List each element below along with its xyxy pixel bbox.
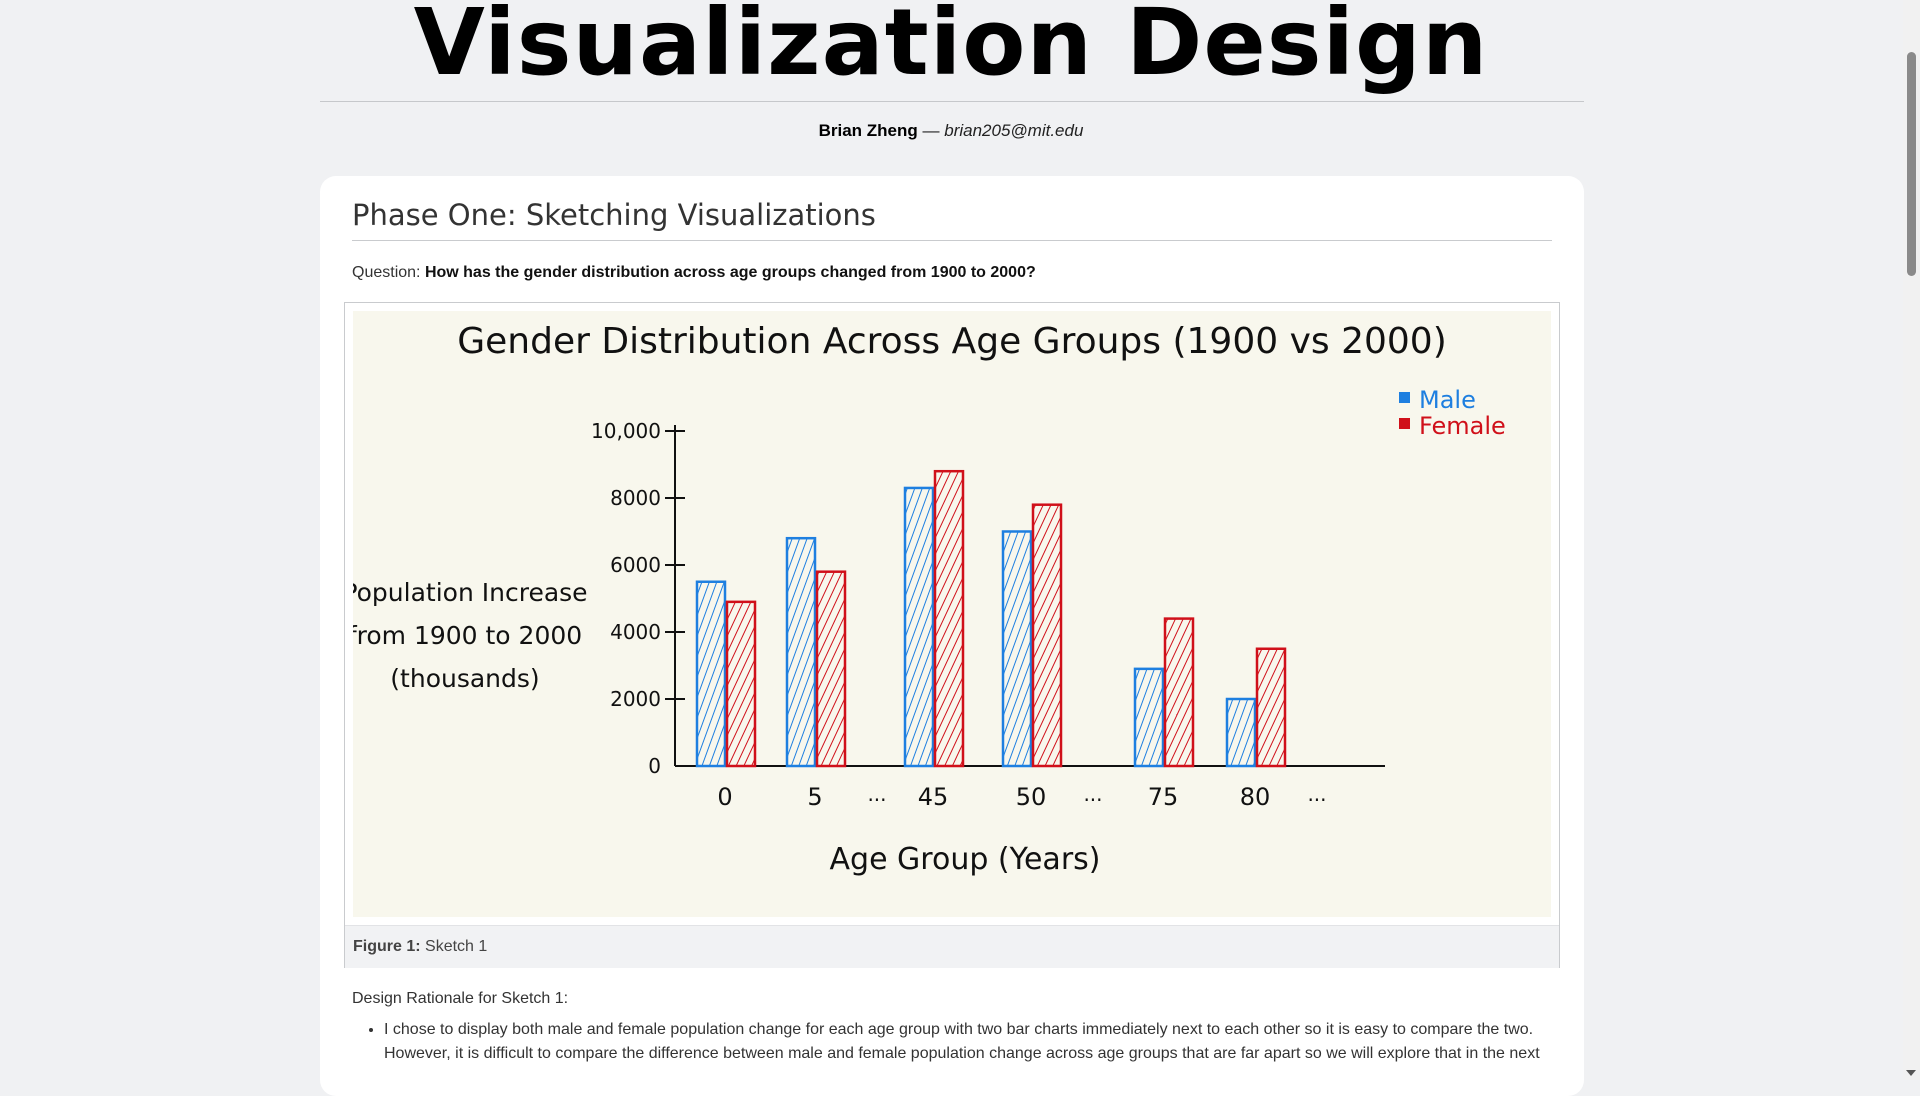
x-ellipsis: ... [1083, 782, 1102, 806]
figure-caption: Figure 1: Sketch 1 [345, 925, 1559, 968]
x-tick-label: 45 [918, 783, 949, 811]
scrollbar-thumb[interactable] [1907, 52, 1916, 276]
x-tick-label: 75 [1148, 783, 1179, 811]
bar-female [1163, 617, 1195, 768]
bar-female [815, 570, 847, 768]
rationale-item: I chose to display both male and female … [384, 1018, 1574, 1066]
content-card: Phase One: Sketching Visualizations Ques… [320, 176, 1584, 1096]
section-heading: Phase One: Sketching Visualizations [352, 198, 1552, 241]
question-text: How has the gender distribution across a… [424, 264, 1036, 281]
legend-label-female: Female [1419, 412, 1506, 440]
x-tick-label: 0 [717, 783, 732, 811]
title-divider [320, 101, 1584, 102]
y-tick-label: 0 [648, 754, 661, 778]
question: Question: How has the gender distributio… [352, 264, 1036, 282]
legend-label-male: Male [1419, 386, 1476, 414]
x-ellipsis: ... [867, 782, 886, 806]
bar-chart-sketch: Gender Distribution Across Age Groups (1… [353, 321, 1506, 877]
x-ellipsis: ... [1307, 782, 1326, 806]
x-tick-label: 5 [807, 783, 822, 811]
figure-1: Gender Distribution Across Age Groups (1… [344, 302, 1560, 968]
y-tick-label: 10,000 [591, 419, 661, 443]
rationale-title: Design Rationale for Sketch 1: [352, 990, 569, 1007]
y-tick-label: 2000 [610, 687, 661, 711]
figure-caption-text: Sketch 1 [425, 938, 488, 955]
bar-female [725, 600, 757, 768]
byline: Brian Zheng — brian205@mit.edu [0, 121, 1902, 141]
bar-female [1255, 647, 1287, 768]
byline-separator: — [922, 121, 940, 140]
chart-title: Gender Distribution Across Age Groups (1… [457, 321, 1447, 362]
bar-female [933, 469, 965, 768]
bar-male [903, 486, 935, 768]
y-tick-label: 6000 [610, 553, 661, 577]
sketch-image: Gender Distribution Across Age Groups (1… [353, 311, 1551, 917]
x-axis-label: Age Group (Years) [830, 842, 1101, 877]
legend-swatch-female [1399, 418, 1410, 429]
author-email: brian205@mit.edu [944, 121, 1084, 140]
y-axis-label: Population Increase [353, 578, 588, 607]
legend-swatch-male [1399, 392, 1410, 403]
author-name: Brian Zheng [818, 121, 918, 140]
question-label: Question: [352, 264, 421, 281]
y-axis-label: from 1900 to 2000 [353, 621, 582, 650]
bar-male [1001, 530, 1033, 768]
chevron-down-icon[interactable] [1906, 1070, 1916, 1076]
bar-female [1031, 503, 1063, 768]
page-title: Visualization Design [413, 0, 1489, 96]
y-axis-label: (thousands) [390, 664, 539, 693]
bar-male [1133, 667, 1165, 768]
y-tick-label: 4000 [610, 620, 661, 644]
y-tick-label: 8000 [610, 486, 661, 510]
bar-male [785, 536, 817, 768]
x-tick-label: 50 [1016, 783, 1047, 811]
bar-male [1225, 697, 1257, 768]
bar-male [695, 580, 727, 768]
vertical-scrollbar[interactable] [1903, 0, 1920, 1080]
x-tick-label: 80 [1240, 783, 1271, 811]
figure-caption-label: Figure 1: [353, 938, 421, 955]
rationale-list: I chose to display both male and female … [352, 1018, 1574, 1066]
